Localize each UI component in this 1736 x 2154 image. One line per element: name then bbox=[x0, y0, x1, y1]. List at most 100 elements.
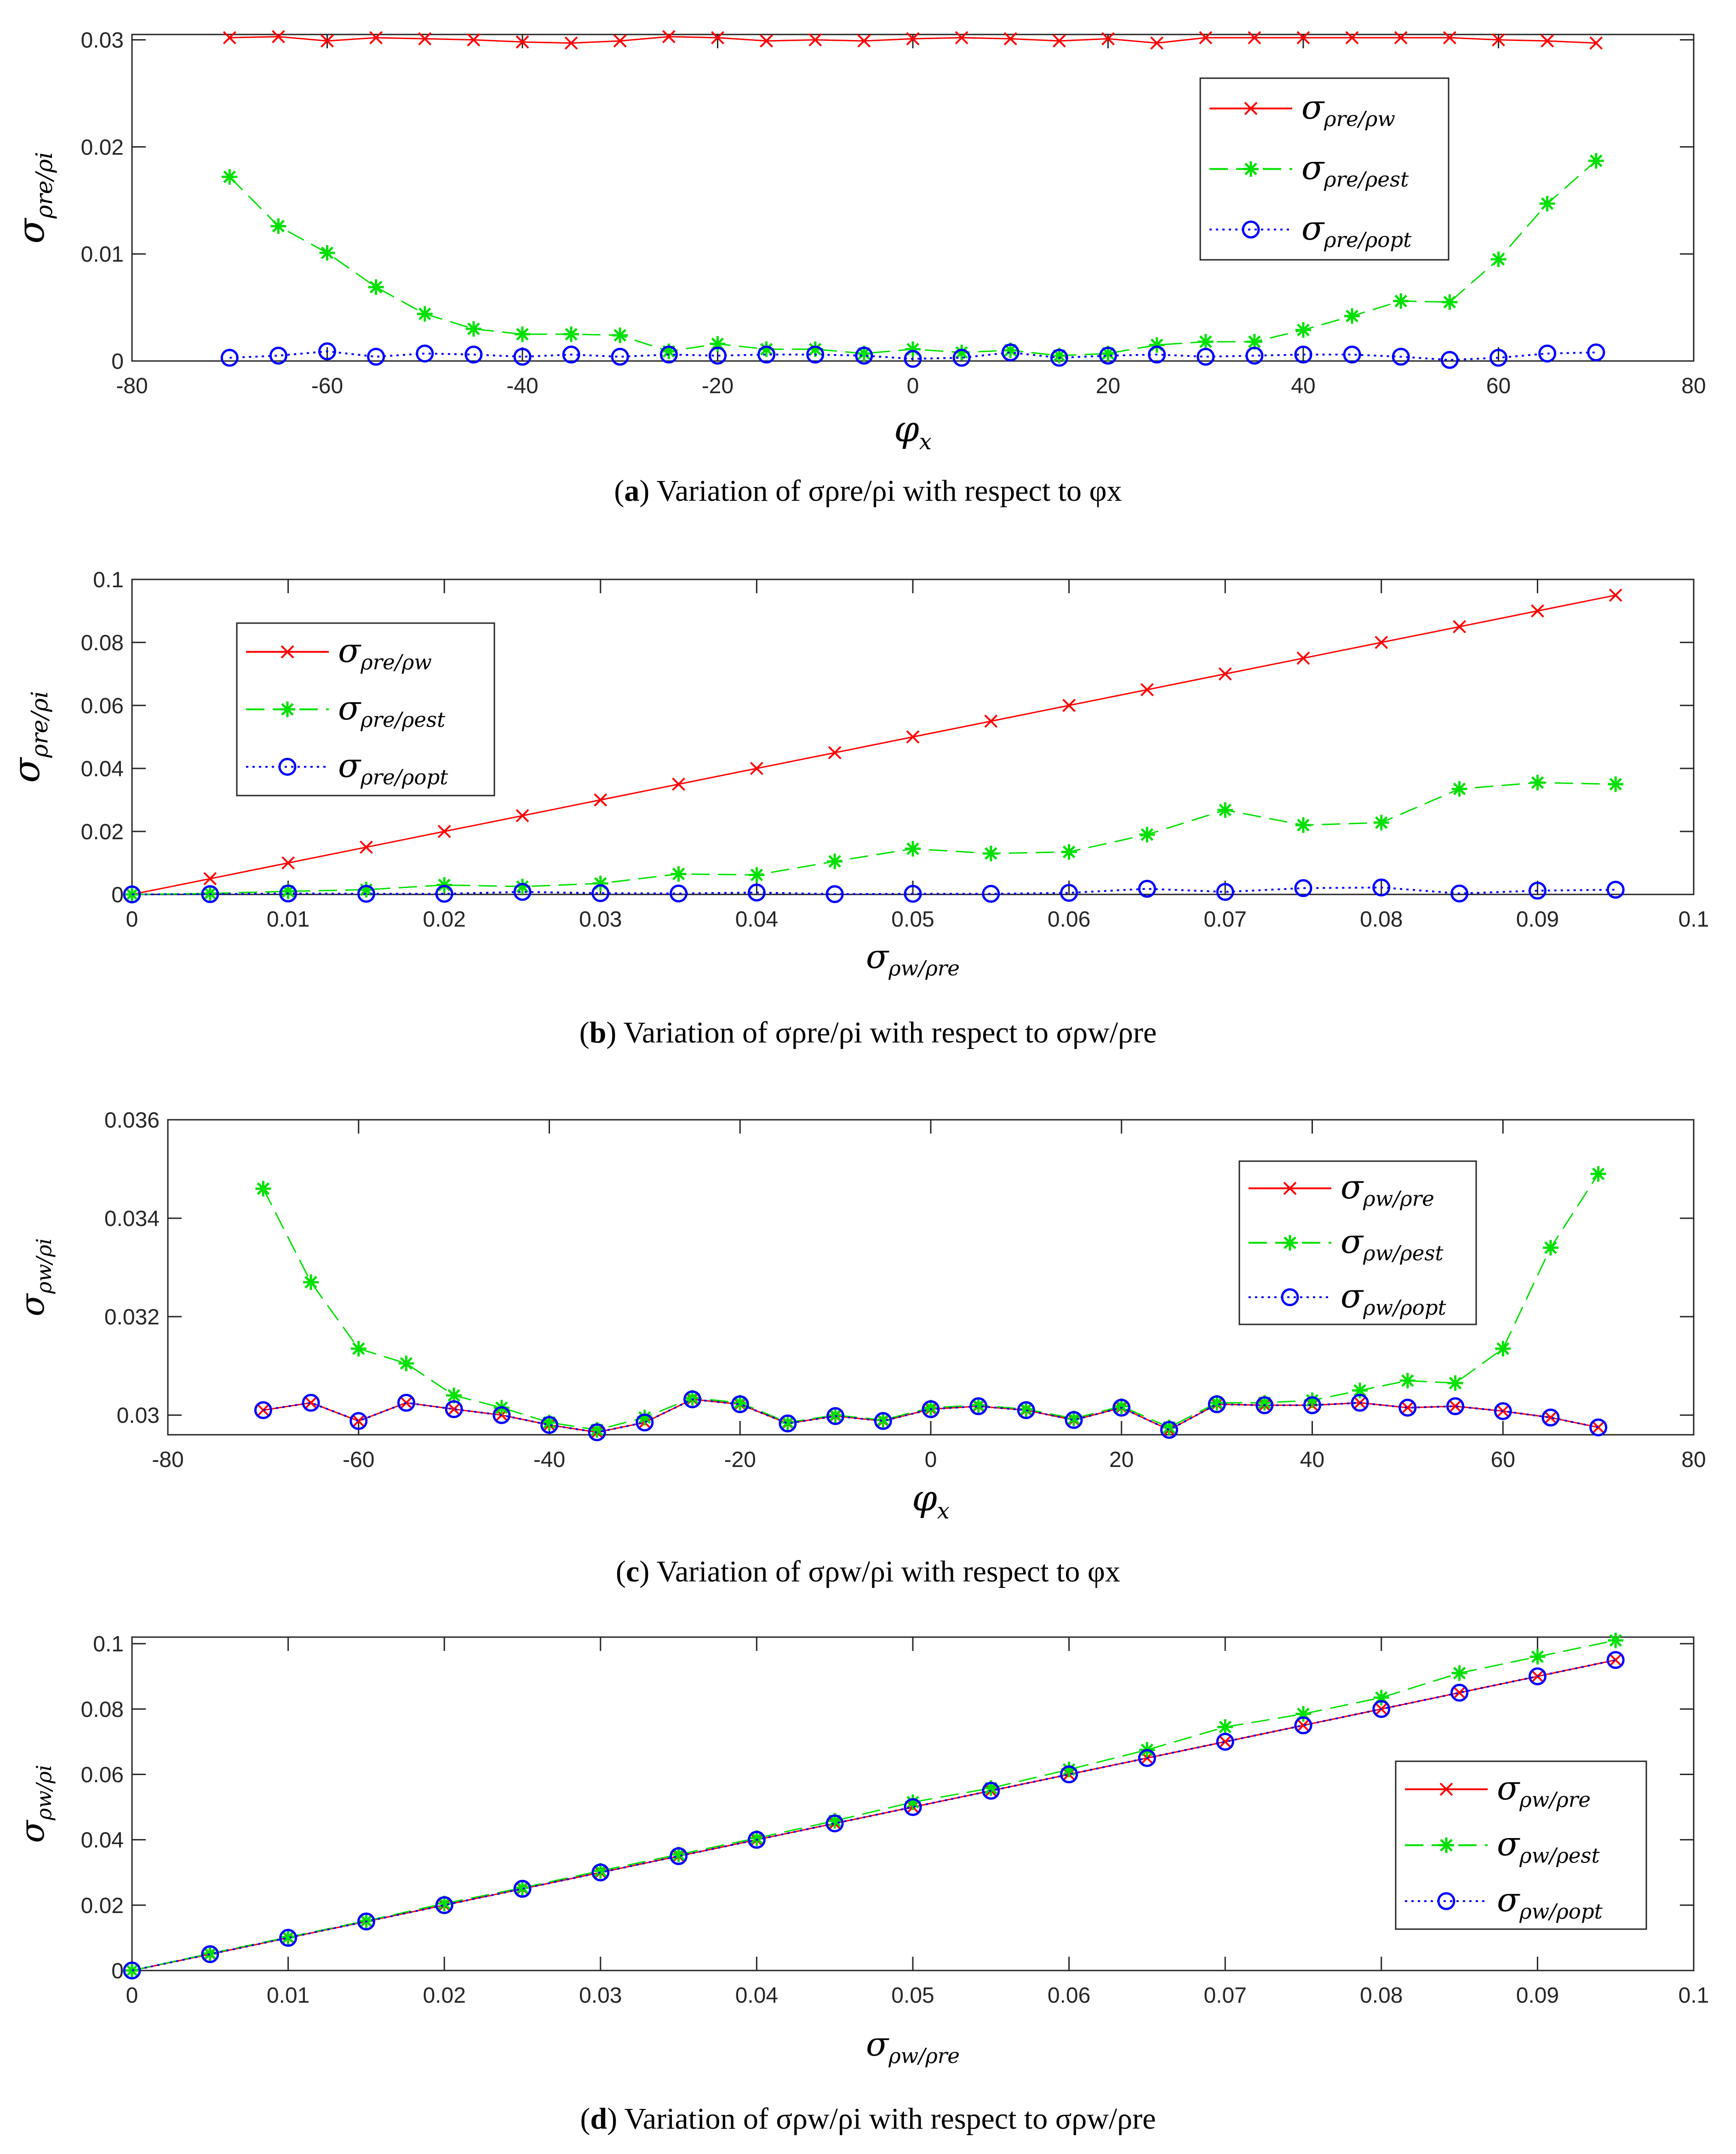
panel-a-legend-swatch-marker bbox=[1242, 220, 1260, 239]
panel-a-ylabel: σρre/ρi bbox=[10, 152, 57, 244]
panel-c-xtick-label: 40 bbox=[1300, 1448, 1324, 1472]
panel-b-legend-swatch-marker bbox=[280, 701, 295, 717]
panel-a-series-2-point bbox=[220, 349, 239, 367]
panel-a-series-0-point bbox=[321, 34, 334, 48]
panel-c-series-0-point bbox=[1544, 1411, 1558, 1424]
panel-c-series-1-point bbox=[1447, 1375, 1463, 1391]
panel-b-series-2-point bbox=[904, 885, 922, 903]
panel-a-series-0-point bbox=[223, 31, 236, 45]
panel-a-series-2-point bbox=[757, 345, 776, 364]
panel-a-series-2-point bbox=[1490, 349, 1507, 367]
panel-a-series-2-point bbox=[269, 346, 287, 365]
panel-a-series-0-point bbox=[1150, 36, 1164, 50]
panel-a-xtick-label: 60 bbox=[1486, 374, 1511, 398]
panel-a-series-0-point bbox=[857, 34, 871, 48]
panel-c-ytick-label: 0.034 bbox=[104, 1207, 160, 1231]
panel-a-series-0-point bbox=[613, 34, 627, 48]
panel-b-series-0-point bbox=[672, 777, 686, 791]
panel-b-xtick-label: 0.03 bbox=[579, 907, 622, 932]
panel-c-xlabel: φx bbox=[912, 1478, 950, 1524]
panel-a-series-1-point bbox=[417, 306, 433, 322]
panel-b-series-1-point bbox=[827, 854, 843, 870]
panel-c-xtick-label: -60 bbox=[343, 1448, 374, 1472]
panel-a-series-1-point bbox=[1442, 294, 1458, 310]
panel-b-ytick-label: 0.1 bbox=[93, 568, 124, 592]
panel-b-series-0-point bbox=[437, 825, 451, 838]
panel-b-series-2-point bbox=[747, 883, 766, 902]
panel-d-xtick-label: 0.03 bbox=[579, 1983, 622, 2008]
panel-d-xtick-label: 0.1 bbox=[1679, 1983, 1709, 2008]
panel-a-series-1-point bbox=[612, 327, 628, 344]
panel-b-ytick-label: 0.06 bbox=[81, 694, 124, 718]
panel-a-series-0-point bbox=[1052, 34, 1066, 48]
panel-c-legend-swatch-marker bbox=[1283, 1181, 1297, 1195]
panel-a-series-2-point bbox=[1001, 343, 1020, 361]
panel-d-xtick-label: 0.07 bbox=[1203, 1983, 1246, 2008]
panel-a-series-2-point bbox=[1099, 346, 1117, 365]
panel-a-series-2-point bbox=[659, 345, 678, 364]
panel-a-series-2-point bbox=[709, 346, 727, 365]
panel-b-series-1-point bbox=[670, 866, 687, 882]
panel-b-legend-swatch-marker bbox=[278, 758, 297, 776]
panel-d-series-2-point bbox=[670, 1847, 688, 1865]
panel-c-legend: σρw/ρre σρw/ρest σρw/ρopt bbox=[1238, 1160, 1477, 1325]
panel-a-series-2-point bbox=[806, 345, 825, 364]
panel-a-axes-box bbox=[131, 34, 1695, 362]
panel-b-series-2-point bbox=[670, 884, 688, 903]
panel-a-series-0-point bbox=[1296, 31, 1310, 45]
panel-a-series-0-point bbox=[418, 32, 432, 46]
panel-a-series-1-point bbox=[1539, 195, 1555, 212]
panel-c-series-2-point bbox=[397, 1393, 415, 1412]
panel-a-series-0-point bbox=[906, 32, 920, 46]
panel-a-series-0-point bbox=[1589, 36, 1603, 50]
panel-b-series-2-point bbox=[201, 885, 219, 903]
panel-a-series-0-point bbox=[467, 33, 481, 47]
panel-b-series-0-point bbox=[750, 762, 763, 775]
panel-a-series-2-point bbox=[318, 342, 336, 361]
panel-d-series-2-point bbox=[904, 1798, 922, 1816]
panel-b-series-1-point bbox=[1061, 844, 1077, 860]
panel-b-series-2-point bbox=[982, 885, 1000, 903]
panel-d-series-2-point bbox=[357, 1912, 375, 1931]
panel-a-series-0-point bbox=[1101, 32, 1115, 46]
panel-a-xlabel: φx bbox=[894, 409, 932, 455]
panel-b-series-2-point bbox=[279, 884, 298, 903]
panel-a-series-0-point bbox=[711, 31, 724, 45]
panel-c-ylabel: σρw/ρi bbox=[13, 1238, 56, 1316]
panel-a-series-2-point bbox=[367, 348, 385, 366]
panel-c-series-0-point bbox=[1401, 1401, 1415, 1415]
panel-d-series-0-point bbox=[1609, 1653, 1622, 1667]
panel-a-xtick-label: -40 bbox=[506, 374, 538, 398]
panel-a-series-1-point bbox=[270, 218, 286, 234]
panel-a-series-0-point bbox=[760, 34, 773, 48]
panel-a-series-2-point bbox=[952, 349, 971, 367]
panel-d-ytick-label: 0.04 bbox=[81, 1828, 124, 1853]
panel-c-series-0-point bbox=[447, 1402, 461, 1416]
panel-a-series-1-point bbox=[1393, 293, 1409, 309]
panel-c-series-2-point bbox=[1494, 1402, 1512, 1421]
panel-c-series-0-point bbox=[1449, 1399, 1462, 1413]
panel-a-series-2-point bbox=[1538, 344, 1557, 363]
panel-b-series-1 bbox=[124, 774, 1624, 902]
panel-b-series-1-point bbox=[905, 841, 921, 857]
panel-d-series-2-point bbox=[982, 1782, 1000, 1800]
panel-a-series-2 bbox=[220, 342, 1605, 369]
panel-c-series-2-point bbox=[1303, 1396, 1321, 1415]
panel-c-series-2-point bbox=[588, 1423, 606, 1442]
panel-b-series-0-point bbox=[984, 714, 998, 728]
panel-a-ytick-label: 0.01 bbox=[81, 242, 124, 267]
panel-a-series-2-line bbox=[229, 350, 1596, 361]
panel-a-series-0 bbox=[223, 30, 1603, 50]
panel-a-xtick-label: 20 bbox=[1096, 374, 1120, 398]
panel-d-series-2-point bbox=[1528, 1667, 1547, 1685]
panel-c-series-2-point bbox=[922, 1400, 940, 1418]
panel-a-series-1-point bbox=[515, 326, 530, 342]
panel-d-xtick-label: 0.08 bbox=[1360, 1983, 1403, 2008]
panel-b-xtick-label: 0.09 bbox=[1516, 907, 1559, 932]
panel-c-xtick-label: 20 bbox=[1109, 1448, 1134, 1472]
panel-a-series-0-point bbox=[955, 31, 968, 45]
panel-d-series-2-point bbox=[1294, 1716, 1312, 1735]
panel-c-series-1-point bbox=[779, 1415, 796, 1431]
panel-a-series-0-point bbox=[369, 31, 383, 45]
panel-a-series-2-point bbox=[1245, 346, 1264, 365]
